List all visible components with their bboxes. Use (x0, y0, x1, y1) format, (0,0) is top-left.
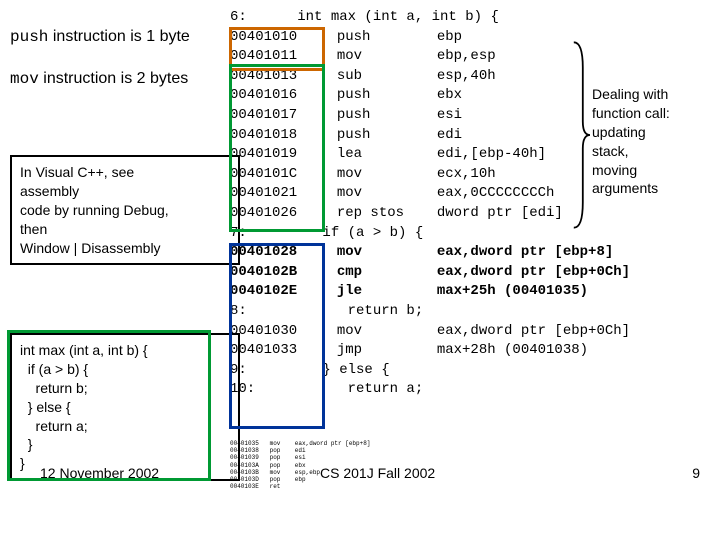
footer-page: 9 (692, 465, 700, 481)
push-note: push instruction is 1 byte (10, 28, 220, 46)
box-green-1 (229, 64, 325, 232)
footer-date: 12 November 2002 (40, 465, 159, 481)
right-note: Dealing withfunction call:updatingstack,… (592, 85, 670, 198)
box-blue (229, 243, 325, 429)
mov-note-text: instruction is 2 bytes (43, 70, 188, 87)
right-note-text: Dealing withfunction call:updatingstack,… (592, 86, 670, 196)
vc-box-text: In Visual C++, seeassemblycode by runnin… (20, 163, 230, 257)
footer-center: CS 201J Fall 2002 (320, 465, 435, 481)
line-6: 6: int max (int a, int b) { (230, 8, 630, 28)
box-green-2 (7, 330, 211, 481)
mov-note-mono: mov (10, 70, 39, 88)
mov-note: mov instruction is 2 bytes (10, 70, 220, 88)
push-note-mono: push (10, 28, 48, 46)
push-note-text: instruction is 1 byte (53, 28, 190, 45)
vc-box: In Visual C++, seeassemblycode by runnin… (10, 155, 240, 265)
